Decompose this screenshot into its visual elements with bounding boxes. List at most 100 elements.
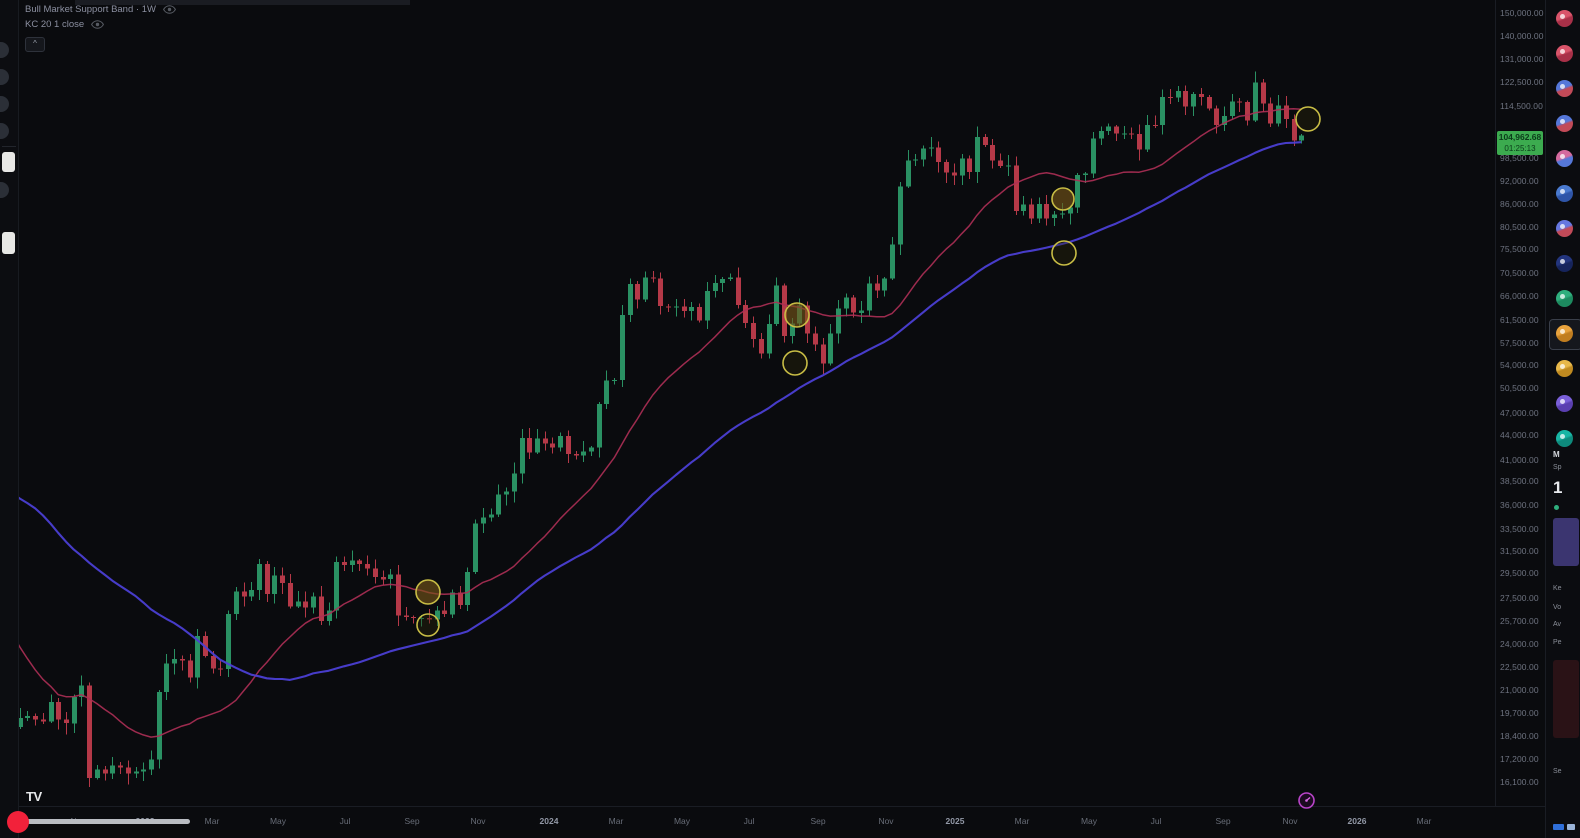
price-axis-label: 31,500.00 [1500,546,1539,556]
circle-annotation[interactable] [1051,187,1075,211]
circle-annotation[interactable] [782,350,808,376]
time-axis-year-label: 2024 [539,816,559,826]
price-axis-label: 70,500.00 [1500,268,1539,278]
watchlist-strip[interactable]: M Sp 1 Ke Vo Av Pe Se [1545,0,1580,838]
circle-annotation[interactable] [416,613,440,637]
drawing-tool-icon[interactable] [0,42,9,58]
panel-text-fragment: Se [1553,768,1562,775]
indicator-1-label: Bull Market Support Band · 1W [25,4,156,15]
panel-thumbnail [1553,518,1579,566]
price-axis-label: 75,500.00 [1500,244,1539,254]
drawing-tool-icon-active[interactable] [2,232,15,254]
price-axis-label: 86,000.00 [1500,199,1539,209]
watchlist-symbol-icon[interactable] [1556,360,1573,377]
time-axis[interactable]: Nov2023MarMayJulSepNov2024MarMayJulSepNo… [0,806,1545,838]
price-axis-label: 92,000.00 [1500,176,1539,186]
watchlist-symbol-icon[interactable] [1556,220,1573,237]
circle-annotation[interactable] [415,579,441,605]
panel-text-fragment: 1 [1553,478,1563,497]
time-axis-month-label: Sep [1215,816,1231,826]
price-axis-label: 24,000.00 [1500,639,1539,649]
watchlist-symbol-icon[interactable] [1556,115,1573,132]
time-axis-year-label: 2026 [1347,816,1367,826]
price-axis-label: 114,500.00 [1500,101,1543,111]
current-price-value: 104,962.68 [1498,132,1542,142]
ma-line-2[interactable] [11,141,1302,681]
time-axis-year-label: 2025 [945,816,965,826]
time-axis-month-label: Sep [810,816,826,826]
drawing-tool-icon[interactable] [0,123,9,139]
time-axis-month-label: Jul [743,816,755,826]
price-axis-label: 61,500.00 [1500,315,1539,325]
footer-icon-fragment [1553,824,1564,830]
circle-annotation[interactable] [1051,240,1077,266]
price-axis-label: 150,000.00 [1500,8,1544,18]
watchlist-symbol-icon[interactable] [1556,430,1573,447]
drawing-tool-icon[interactable] [0,96,9,112]
price-axis-label: 16,100.00 [1500,777,1539,787]
price-axis-label: 41,000.00 [1500,455,1539,465]
watchlist-symbol-icon[interactable] [1556,290,1573,307]
panel-text-fragment: Av [1553,621,1562,628]
price-axis-label: 29,500.00 [1500,568,1539,578]
eye-icon[interactable] [162,5,176,14]
circle-annotation[interactable] [1295,106,1321,132]
price-axis-label: 50,500.00 [1500,383,1539,393]
watchlist-symbol-icon[interactable] [1556,80,1573,97]
price-axis-label: 33,500.00 [1500,524,1539,534]
time-axis-month-label: Mar [204,816,220,826]
legend-indicator-1[interactable]: Bull Market Support Band · 1W [25,2,176,17]
time-axis-month-label: May [1080,816,1098,826]
status-dot [1554,505,1559,510]
legend-collapse-button[interactable]: ^ [25,37,45,52]
panel-thumbnail [1553,660,1579,738]
price-axis-label: 44,000.00 [1500,430,1539,440]
time-axis-month-label: Mar [1416,816,1432,826]
legend-indicator-2[interactable]: KC 20 1 close [25,17,176,32]
price-axis-label: 47,000.00 [1500,408,1539,418]
drawing-toolbar-sliver[interactable] [0,0,19,838]
price-chart[interactable] [0,0,1495,806]
price-axis[interactable]: 104,962.68 01:25:13 150,000.00 140,000.00… [1495,0,1546,806]
watchlist-symbol-icon[interactable] [1556,10,1573,27]
indicator-2-label: KC 20 1 close [25,19,85,30]
circle-annotation[interactable] [784,302,810,328]
time-axis-month-label: May [673,816,691,826]
time-axis-month-label: Jul [339,816,351,826]
drawing-tool-icon[interactable] [0,69,9,85]
watchlist-symbol-icon[interactable] [1556,45,1573,62]
watchlist-symbol-icon[interactable] [1556,150,1573,167]
recording-indicator-icon[interactable] [7,811,29,833]
drawing-tool-icon-active[interactable] [2,152,15,172]
watchlist-symbol-icon[interactable] [1556,255,1573,272]
price-axis-label: 57,500.00 [1500,338,1539,348]
tradingview-logo[interactable]: TV [26,789,42,804]
ma-line-1[interactable] [11,107,1302,738]
panel-text-fragment: Pe [1553,639,1562,646]
time-axis-month-label: Nov [1282,816,1298,826]
gauge-icon[interactable] [1297,791,1316,810]
time-axis-month-label: Mar [608,816,624,826]
time-axis-month-label: Sep [404,816,420,826]
price-axis-label: 36,000.00 [1500,500,1539,510]
price-axis-label: 66,000.00 [1500,291,1539,301]
watchlist-symbol-icon[interactable] [1556,325,1573,342]
price-axis-label: 22,500.00 [1500,662,1539,672]
toolbar-divider [2,146,16,147]
panel-text-fragment: Vo [1553,604,1562,611]
price-axis-label: 98,500.00 [1500,153,1539,163]
price-axis-label: 21,000.00 [1500,685,1539,695]
price-axis-label: 27,500.00 [1500,593,1539,603]
panel-text-fragment: M [1553,450,1560,459]
eye-icon[interactable] [91,20,105,29]
chart-pane[interactable]: Bull Market Support Band · 1W KC 20 1 cl… [0,0,1495,809]
price-axis-label: 80,500.00 [1500,222,1539,232]
watchlist-symbol-icon[interactable] [1556,185,1573,202]
time-axis-month-label: Nov [878,816,894,826]
panel-text-fragment: Sp [1553,464,1562,471]
price-axis-label: 122,500.00 [1500,77,1544,87]
time-axis-month-label: May [269,816,287,826]
drawing-tool-icon[interactable] [0,182,9,198]
footer-icon-fragment [1567,824,1575,830]
watchlist-symbol-icon[interactable] [1556,395,1573,412]
